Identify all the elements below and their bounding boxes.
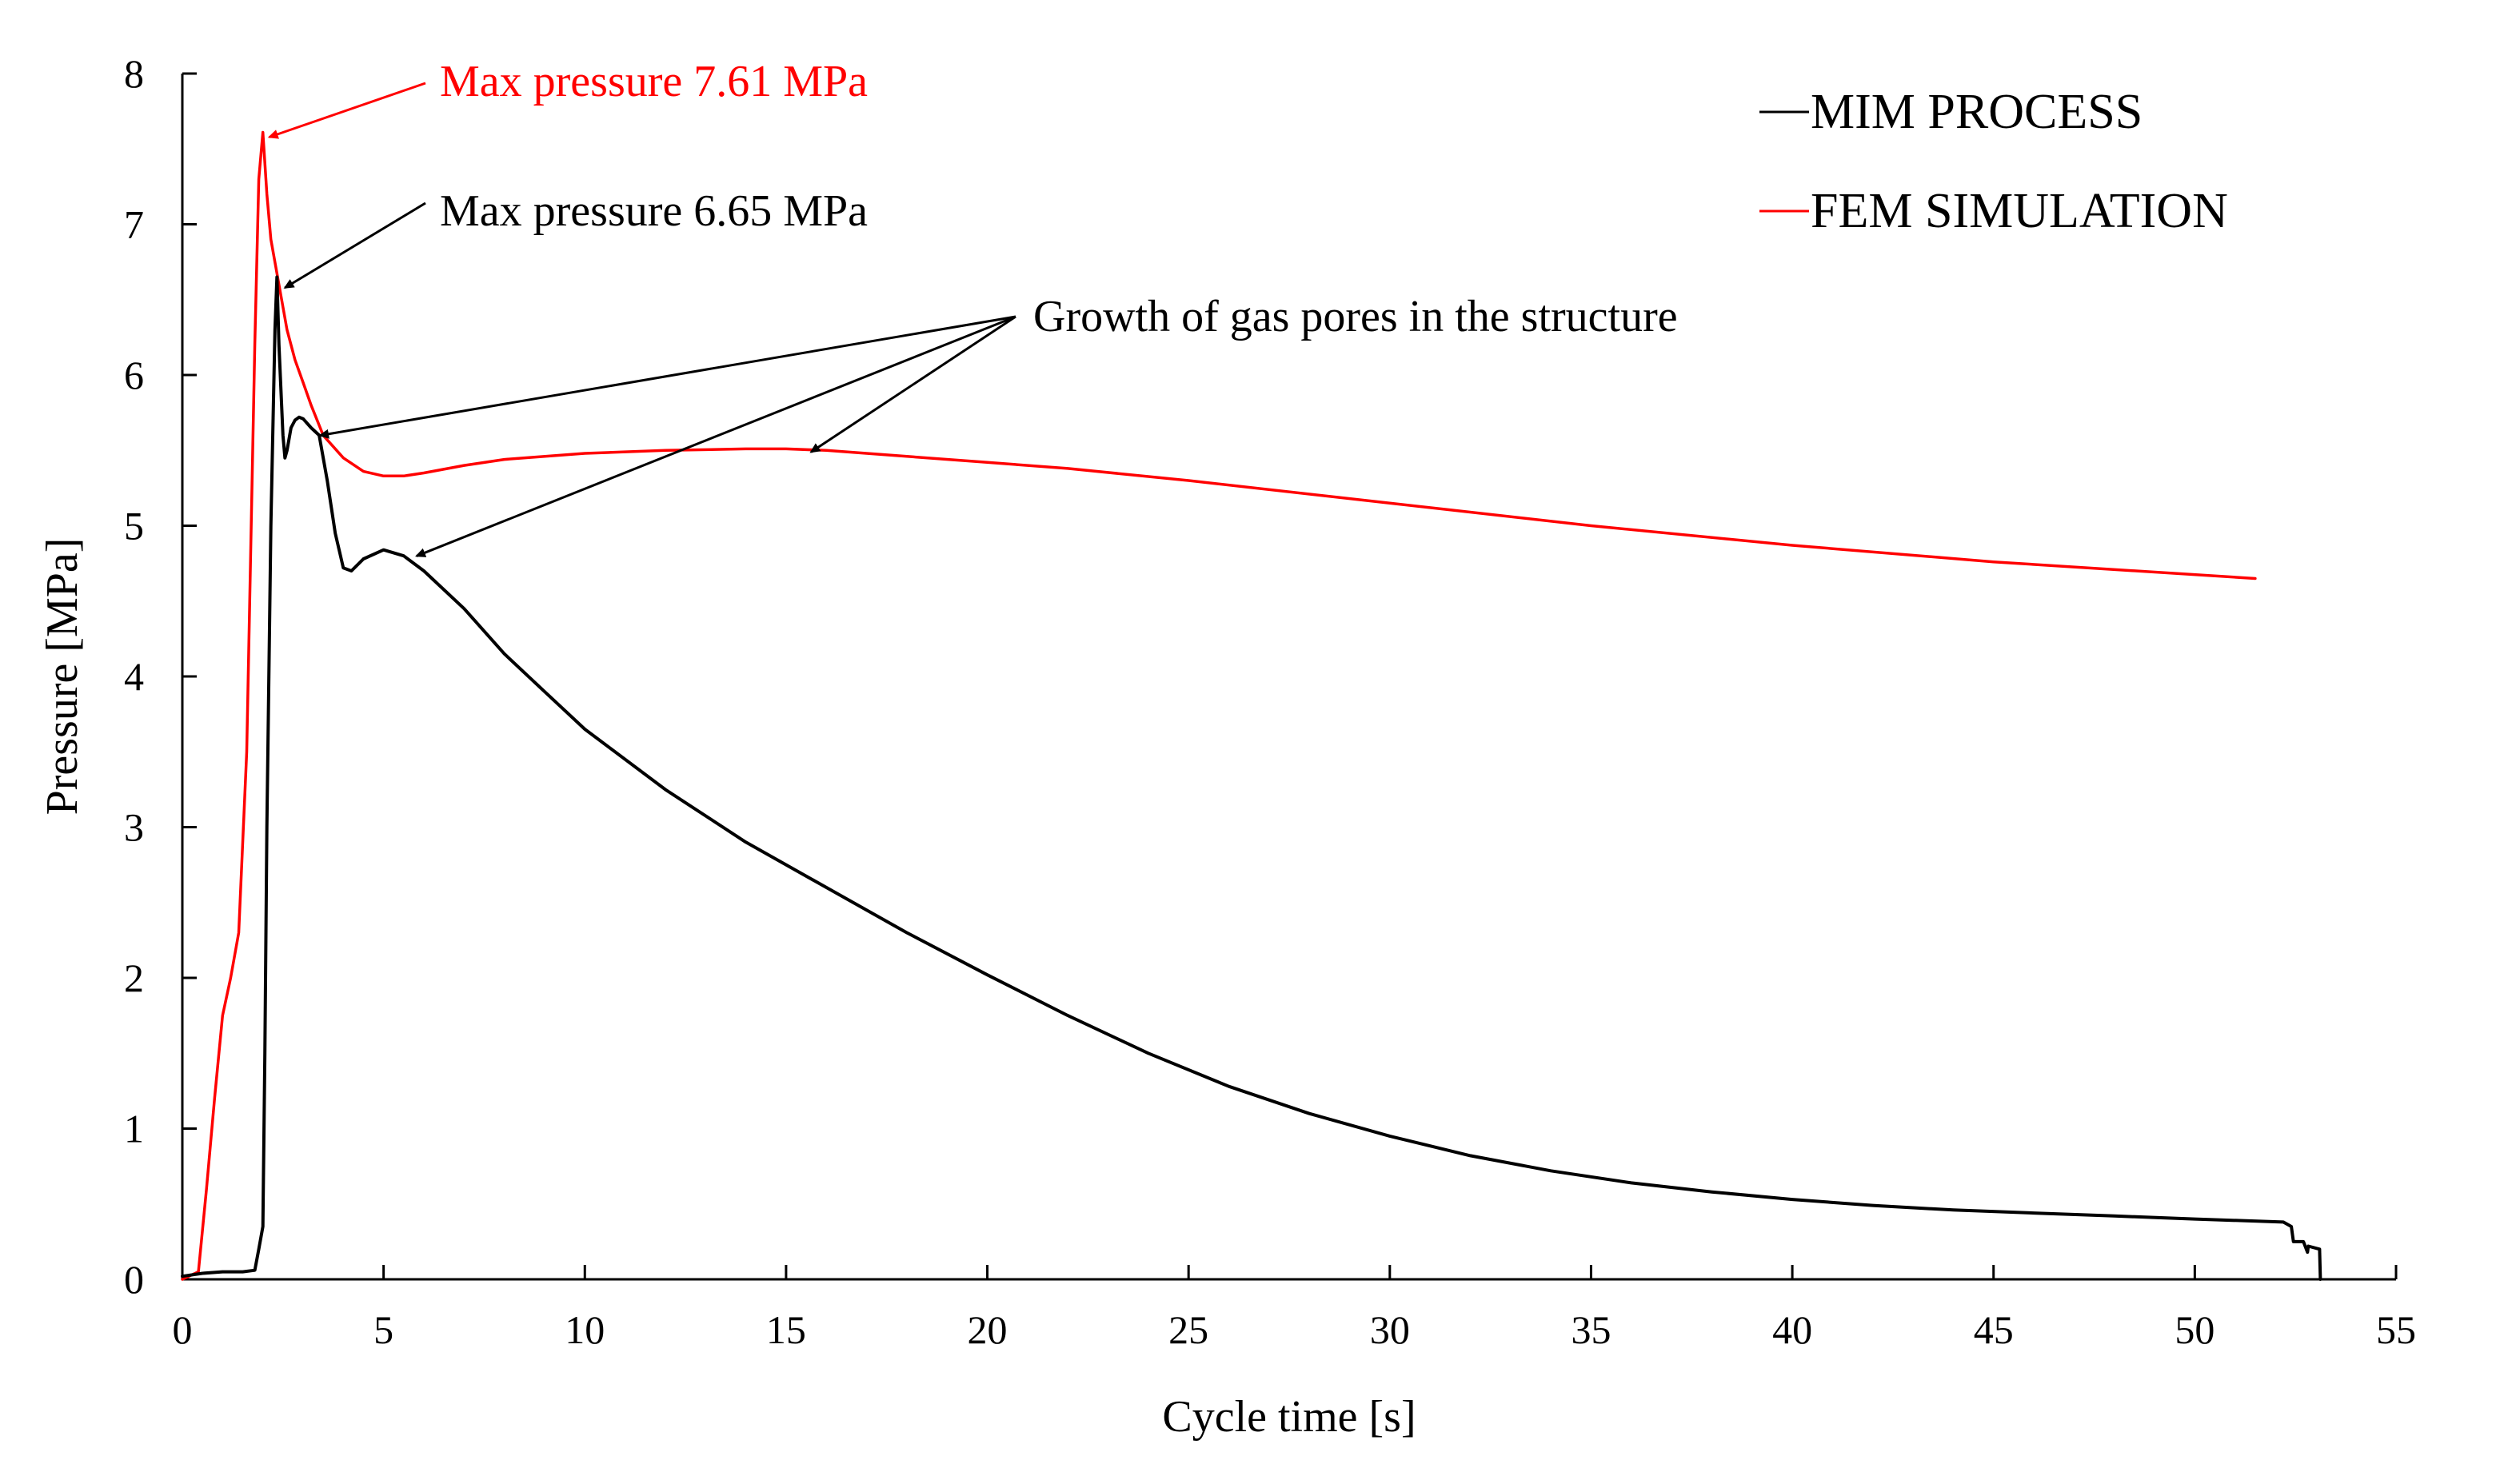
x-tick-label-30: 30 — [1370, 1307, 1410, 1352]
annotation-arrows — [267, 82, 1016, 557]
x-tick-label-40: 40 — [1772, 1307, 1812, 1352]
x-tick-label-55: 55 — [2376, 1307, 2416, 1352]
y-tick-label-1: 1 — [124, 1107, 144, 1151]
y-tick-label-4: 4 — [124, 654, 144, 699]
axes — [181, 74, 2396, 1281]
annotation-max-pressure-fem: Max pressure 7.61 MPa — [440, 57, 868, 106]
x-tick-label-35: 35 — [1571, 1307, 1611, 1352]
x-ticks: 0 5 10 15 20 25 30 35 40 45 50 55 — [173, 1265, 2416, 1352]
x-tick-label-25: 25 — [1168, 1307, 1208, 1352]
legend-label-mim: MIM PROCESS — [1811, 85, 2143, 139]
series-layer — [181, 130, 2322, 1281]
annotation-arrow-fem-max — [267, 82, 426, 139]
annotation-arrow-gas-pores-0 — [318, 315, 1016, 439]
legend: MIM PROCESS FEM SIMULATION — [1759, 85, 2228, 238]
legend-label-fem: FEM SIMULATION — [1811, 184, 2228, 238]
x-tick-label-20: 20 — [968, 1307, 1008, 1352]
series-line-fem-simulation — [181, 130, 2257, 1281]
annotation-max-pressure-mim: Max pressure 6.65 MPa — [440, 186, 868, 236]
annotation-arrow-gas-pores-1 — [415, 315, 1016, 557]
x-tick-label-50: 50 — [2175, 1307, 2214, 1352]
x-tick-label-0: 0 — [173, 1307, 193, 1352]
y-tick-label-3: 3 — [124, 805, 144, 850]
annotation-arrow-mim-max — [283, 201, 426, 289]
y-tick-label-6: 6 — [124, 353, 144, 397]
x-tick-label-10: 10 — [565, 1307, 605, 1352]
y-tick-label-5: 5 — [124, 504, 144, 549]
y-tick-label-0: 0 — [124, 1257, 144, 1302]
x-tick-label-45: 45 — [1974, 1307, 2014, 1352]
x-tick-label-15: 15 — [766, 1307, 806, 1352]
annotation-gas-pores: Growth of gas pores in the structure — [1033, 292, 1678, 341]
x-tick-label-5: 5 — [373, 1307, 393, 1352]
x-axis-title: Cycle time [s] — [1162, 1392, 1416, 1442]
y-tick-label-8: 8 — [124, 51, 144, 96]
annotations: Max pressure 7.61 MPa Max pressure 6.65 … — [267, 57, 1678, 557]
annotation-arrow-gas-pores-2 — [809, 315, 1016, 453]
y-ticks: 0 1 2 3 4 5 6 7 8 — [124, 51, 197, 1302]
y-tick-label-2: 2 — [124, 955, 144, 1000]
series-line-mim-process — [181, 275, 2322, 1281]
y-axis-title: Pressure [MPa] — [38, 538, 87, 816]
y-tick-label-7: 7 — [124, 202, 144, 247]
